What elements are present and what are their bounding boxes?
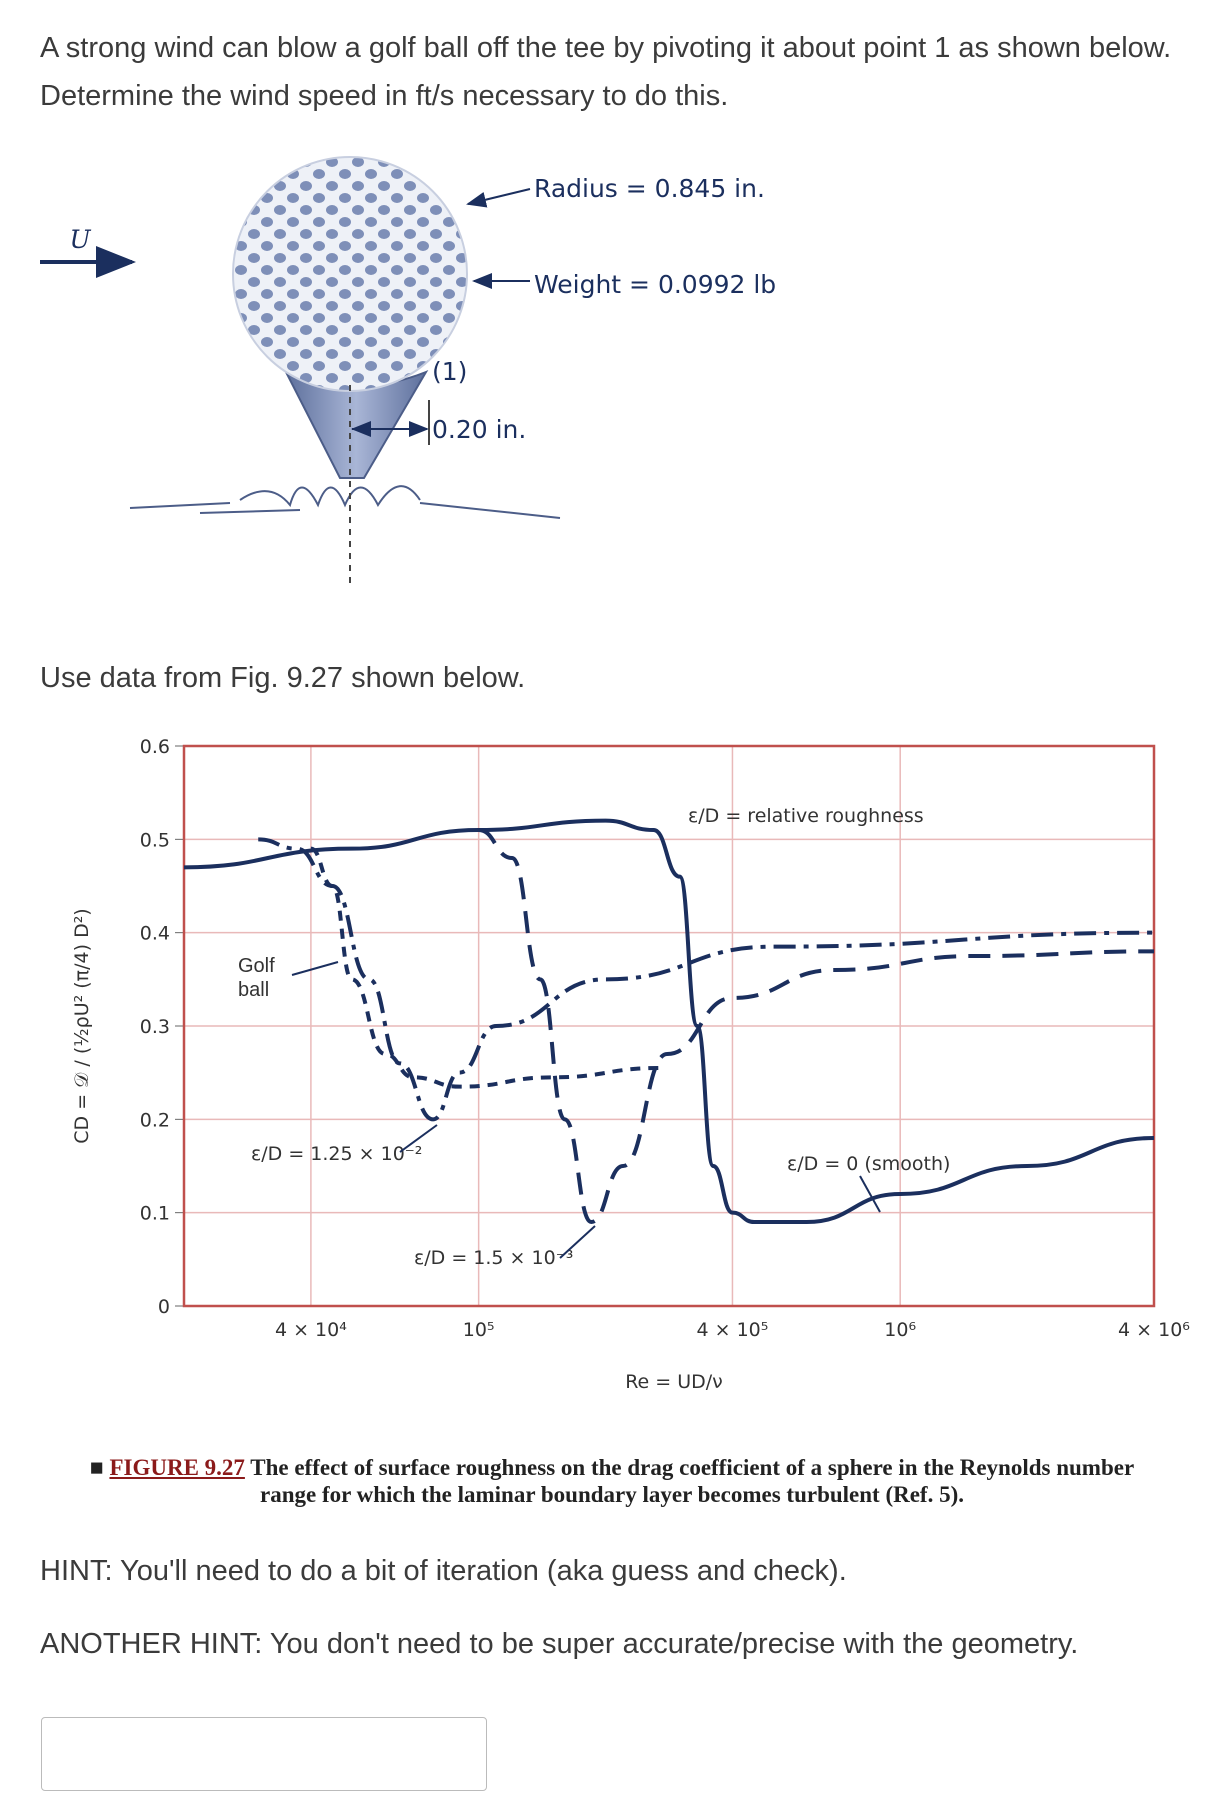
- annotation: ε/D = relative roughness: [688, 805, 924, 827]
- leader-line: [559, 1225, 596, 1259]
- figure-caption: ■ FIGURE 9.27 The effect of surface roug…: [60, 1454, 1164, 1508]
- offset-label: 0.20 in.: [432, 415, 526, 444]
- leader-line: [291, 961, 339, 976]
- caption-link[interactable]: FIGURE 9.27: [109, 1455, 245, 1480]
- golf-diagram: U Radius = 0.845 in. Weight = 0.0992 lb …: [40, 156, 776, 585]
- hint: HINT: You'll need to do a bit of iterati…: [40, 1555, 847, 1587]
- golf-ball-label: Golf ball: [238, 955, 275, 1001]
- radius-label: Radius = 0.845 in.: [534, 174, 765, 203]
- x-tick-label: 4 × 10⁴: [275, 1319, 347, 1341]
- curve: [258, 837, 1155, 1122]
- curve: [183, 818, 1155, 1224]
- golf-ball: [232, 156, 468, 392]
- curve-label: ε/D = 1.5 × 10⁻³: [414, 1247, 573, 1269]
- grass: [129, 485, 561, 519]
- y-tick-label: 0.6: [140, 736, 170, 758]
- y-tick-label: 0.2: [140, 1109, 170, 1131]
- x-tick-label: 10⁶: [884, 1319, 916, 1341]
- leader-line: [399, 1124, 438, 1153]
- x-tick-label: 4 × 10⁵: [697, 1319, 769, 1341]
- y-tick-label: 0.5: [140, 829, 170, 851]
- caption-text: The effect of surface roughness on the d…: [250, 1455, 1135, 1507]
- y-axis-label: CD = 𝒟 / (½ρU² (π/4) D²): [71, 908, 93, 1143]
- hint: ANOTHER HINT: You don't need to be super…: [40, 1628, 1079, 1660]
- answer-input[interactable]: [41, 1717, 487, 1791]
- y-tick-label: 0: [158, 1296, 170, 1318]
- instruction: Use data from Fig. 9.27 shown below.: [40, 662, 526, 694]
- y-tick-label: 0.4: [140, 923, 170, 945]
- curve-label: ε/D = 0 (smooth): [787, 1153, 950, 1175]
- x-axis-label: Re = UD/ν: [625, 1371, 723, 1393]
- curve: [310, 846, 661, 1089]
- x-tick-label: 10⁵: [463, 1319, 495, 1341]
- plot-frame: [182, 744, 1156, 1308]
- leader-line: [859, 1175, 881, 1213]
- y-tick-label: 0.3: [140, 1016, 170, 1038]
- point-label: (1): [432, 357, 467, 386]
- y-tick-label: 0.1: [140, 1203, 170, 1225]
- chart: 0 0.1 0.2 0.3 0.4 0.5 0.6 4 × 10⁴ 10⁵ 4 × 10⁵ 10⁶ 4…: [71, 736, 1190, 1393]
- weight-label: Weight = 0.0992 lb: [534, 270, 776, 299]
- velocity-label: U: [69, 225, 91, 254]
- caption-bullet: ■: [89, 1455, 110, 1480]
- leader-line: [466, 188, 531, 208]
- figures: U Radius = 0.845 in. Weight = 0.0992 lb …: [40, 156, 1190, 1393]
- curve-label: ε/D = 1.25 × 10⁻²: [251, 1143, 422, 1165]
- curve: [478, 828, 1155, 1225]
- x-tick-label: 4 × 10⁶: [1118, 1319, 1190, 1341]
- question: A strong wind can blow a golf ball off t…: [40, 32, 1172, 112]
